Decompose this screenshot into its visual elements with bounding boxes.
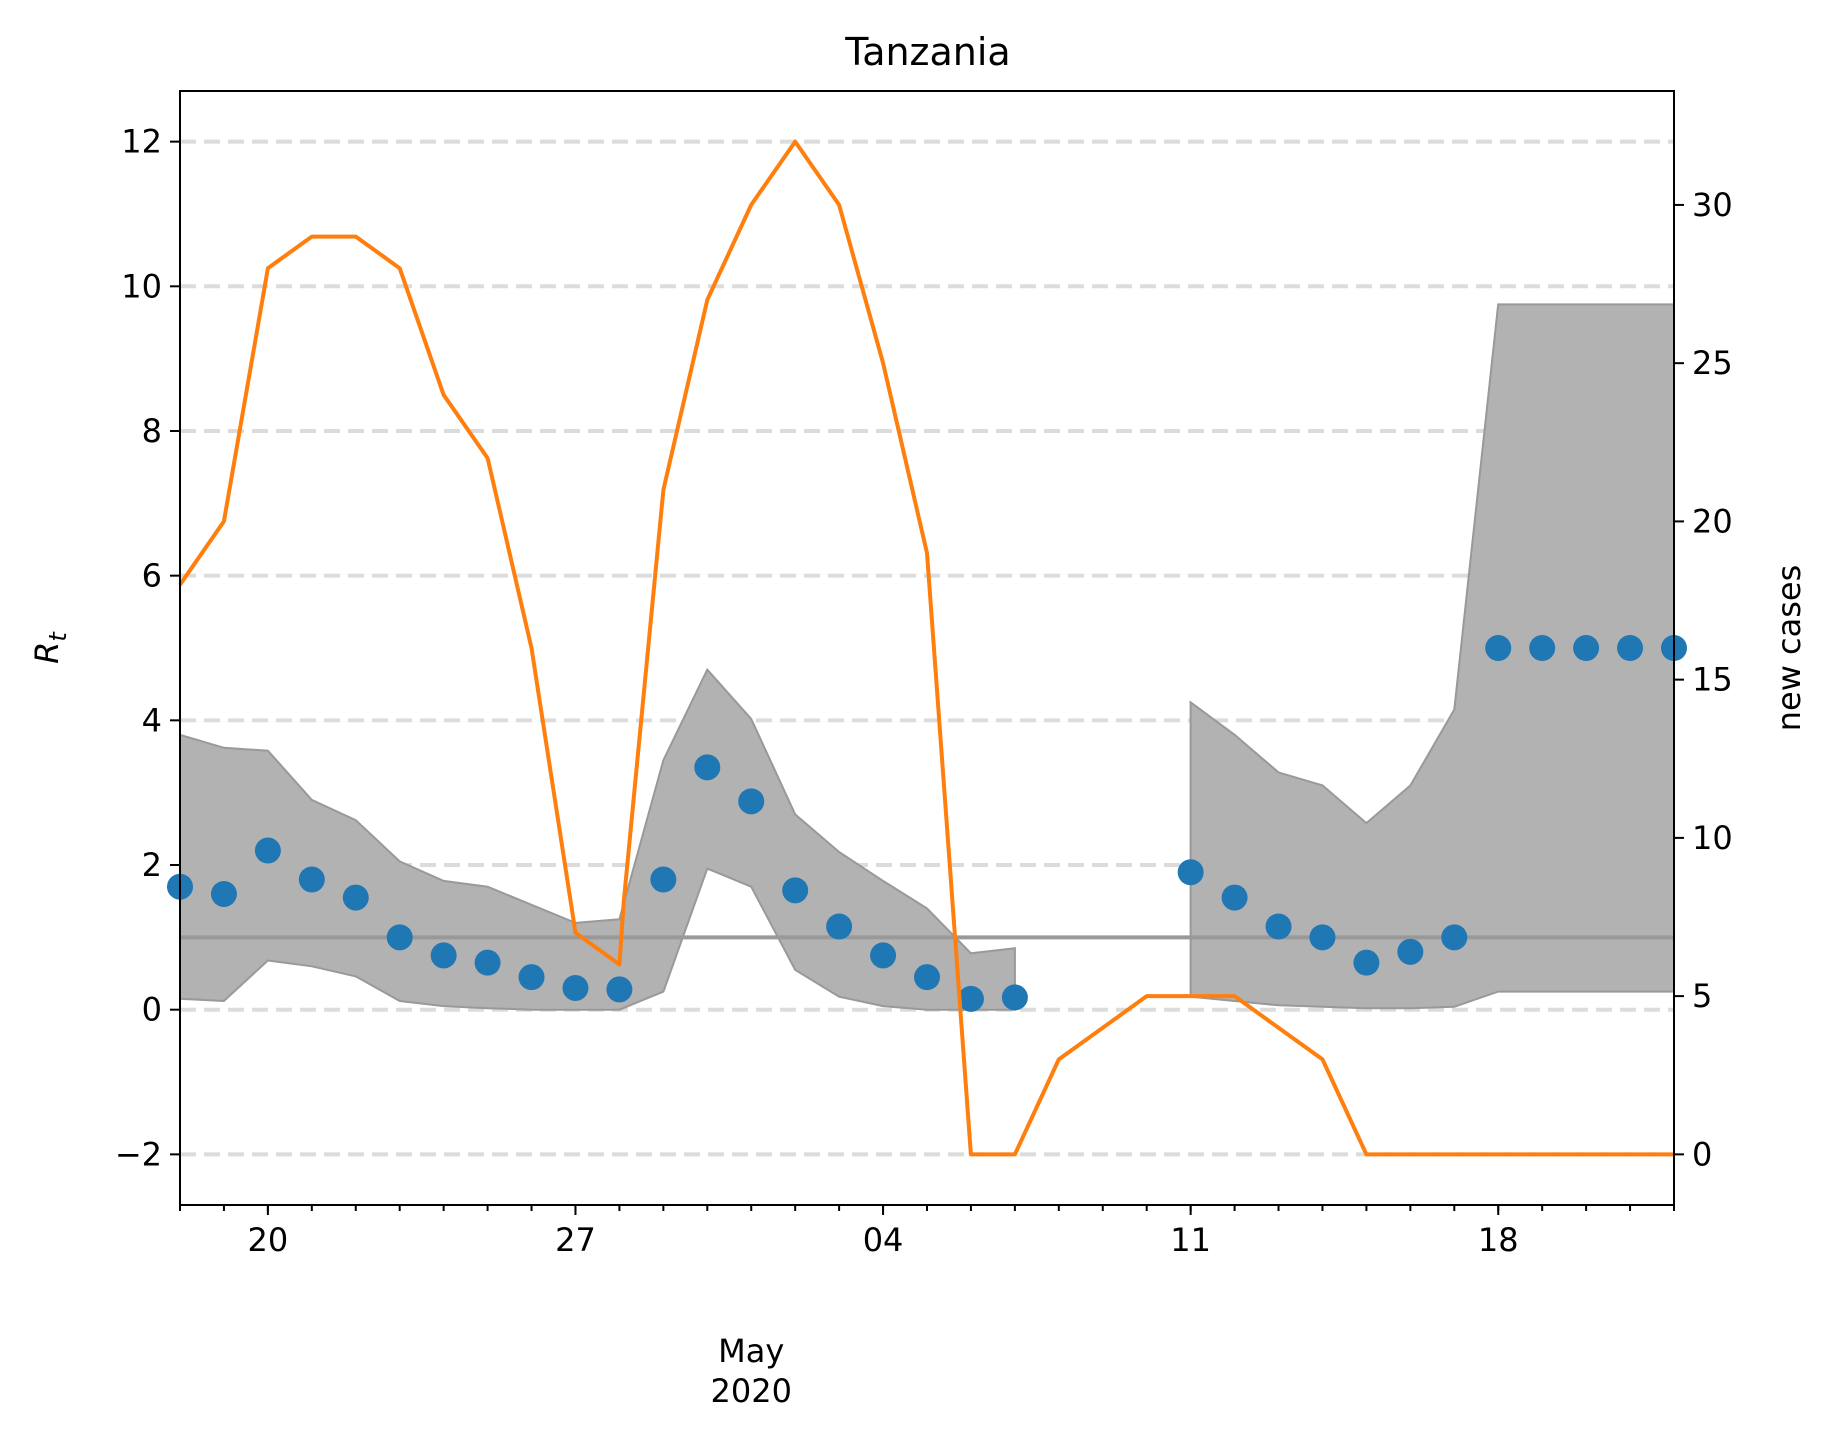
- y-left-tick-label: −2: [115, 1135, 162, 1173]
- y-right-tick-label: 20: [1692, 502, 1733, 540]
- y-right-tick-label: 10: [1692, 819, 1733, 857]
- x-axis-month-label-line: May: [718, 1332, 784, 1370]
- rt-point: [914, 964, 940, 991]
- rt-point: [254, 837, 281, 864]
- rt-point: [1309, 924, 1336, 951]
- rt-point: [1265, 913, 1292, 940]
- y-left-tick-label: 4: [142, 701, 162, 739]
- y-axis-left-label-sub: t: [44, 631, 72, 642]
- y-right-tick-label: 25: [1692, 344, 1733, 382]
- rt-point: [957, 985, 984, 1012]
- y-right-tick-label: 5: [1692, 977, 1712, 1015]
- rt-point: [738, 788, 765, 815]
- rt-point: [1397, 938, 1424, 965]
- rt-point: [782, 877, 809, 904]
- y-axis-right-label: new cases: [1770, 565, 1808, 732]
- rt-point: [342, 884, 369, 911]
- rt-point: [1529, 635, 1556, 661]
- x-axis-month-label-line: 2020: [711, 1372, 792, 1410]
- rt-point: [1573, 635, 1600, 661]
- rt-point: [210, 880, 237, 907]
- rt-point: [694, 754, 721, 781]
- rt-point: [826, 913, 853, 940]
- new-cases-line: [178, 139, 1674, 1157]
- rt-point: [1177, 859, 1204, 886]
- rt-point: [474, 949, 501, 976]
- y-left-tick-label: 8: [142, 412, 162, 450]
- y-left-tick-label: 10: [121, 267, 162, 305]
- rt-point: [386, 924, 413, 951]
- chart-title: Tanzania: [844, 30, 1010, 74]
- y-left-tick-label: 12: [121, 123, 162, 161]
- rt-point: [1441, 924, 1468, 951]
- x-tick-label: 11: [1170, 1221, 1211, 1259]
- y-left-tick-label: 2: [142, 846, 162, 884]
- rt-point: [562, 974, 589, 1001]
- rt-point: [518, 964, 545, 991]
- rt-point: [1001, 984, 1028, 1011]
- rt-point: [1617, 635, 1644, 661]
- rt-point: [650, 866, 677, 893]
- y-left-tick-label: 0: [142, 991, 162, 1029]
- rt-point: [1221, 884, 1248, 911]
- x-tick-label: 04: [863, 1221, 904, 1259]
- x-axis-month-label: May 2020: [711, 1332, 792, 1410]
- rt-point: [1485, 635, 1512, 661]
- x-tick-label: 18: [1478, 1221, 1519, 1259]
- rt-point: [870, 942, 897, 969]
- x-tick-label: 27: [555, 1221, 596, 1259]
- rt-point: [1353, 949, 1380, 976]
- y-axis-left-label: Rt: [28, 631, 72, 664]
- rt-point: [606, 976, 633, 1003]
- y-axis-left-label-main: R: [28, 642, 66, 664]
- y-right-tick-label: 0: [1692, 1135, 1712, 1173]
- y-left-tick-label: 6: [142, 557, 162, 595]
- y-right-tick-label: 15: [1692, 661, 1733, 699]
- x-tick-label: 20: [248, 1221, 289, 1259]
- y-right-tick-label: 30: [1692, 186, 1733, 224]
- rt-point: [430, 942, 457, 969]
- rt-points-layer: [167, 635, 1687, 1012]
- axes-layer: −2 0 2 4 6 8 10 12 0 5 10 15 20 25 30 20 27 04 11 18: [115, 90, 1733, 1259]
- rt-point: [298, 866, 325, 893]
